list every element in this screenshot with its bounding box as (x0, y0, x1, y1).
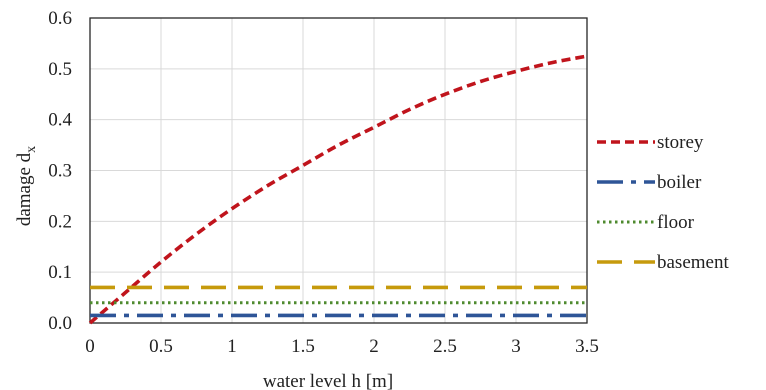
y-tick-label: 0.2 (48, 211, 72, 232)
legend: storey boiler floor basement (597, 132, 729, 273)
grid-lines (89, 17, 588, 324)
y-tick-label: 0.1 (48, 262, 72, 283)
y-tick-label: 0.0 (48, 313, 72, 334)
plot-frame (89, 17, 588, 324)
legend-item-basement: basement (597, 252, 729, 273)
y-axis-title-main: damage d (14, 152, 35, 226)
x-tick-label: 0 (85, 336, 95, 357)
y-tick-label: 0.4 (48, 110, 72, 131)
legend-item-storey: storey (597, 132, 704, 153)
y-axis-title: damage dx (14, 146, 39, 226)
y-axis-title-subscript: x (24, 146, 39, 153)
x-tick-label: 2 (369, 336, 379, 357)
x-axis-title: water level h [m] (263, 371, 393, 390)
x-tick-label: 0.5 (149, 336, 173, 357)
x-tick-label: 1.5 (291, 336, 315, 357)
y-tick-label: 0.3 (48, 161, 72, 182)
plot-area (89, 17, 588, 324)
legend-label-storey: storey (657, 132, 704, 153)
series-layer (88, 54, 588, 325)
legend-item-boiler: boiler (597, 172, 702, 193)
x-tick-label: 1 (227, 336, 237, 357)
x-tick-label: 2.5 (433, 336, 457, 357)
x-tick-label: 3 (511, 336, 521, 357)
legend-label-basement: basement (657, 252, 729, 273)
series-line-storey (88, 54, 588, 325)
y-tick-labels: 0.0 0.1 0.2 0.3 0.4 0.5 0.6 (48, 8, 72, 334)
y-tick-label: 0.5 (48, 59, 72, 80)
x-tick-labels: 0 0.5 1 1.5 2 2.5 3 3.5 (85, 336, 599, 357)
y-tick-label: 0.6 (48, 8, 72, 29)
legend-item-floor: floor (597, 212, 695, 233)
legend-label-boiler: boiler (657, 172, 702, 193)
x-tick-label: 3.5 (575, 336, 599, 357)
legend-label-floor: floor (657, 212, 695, 233)
